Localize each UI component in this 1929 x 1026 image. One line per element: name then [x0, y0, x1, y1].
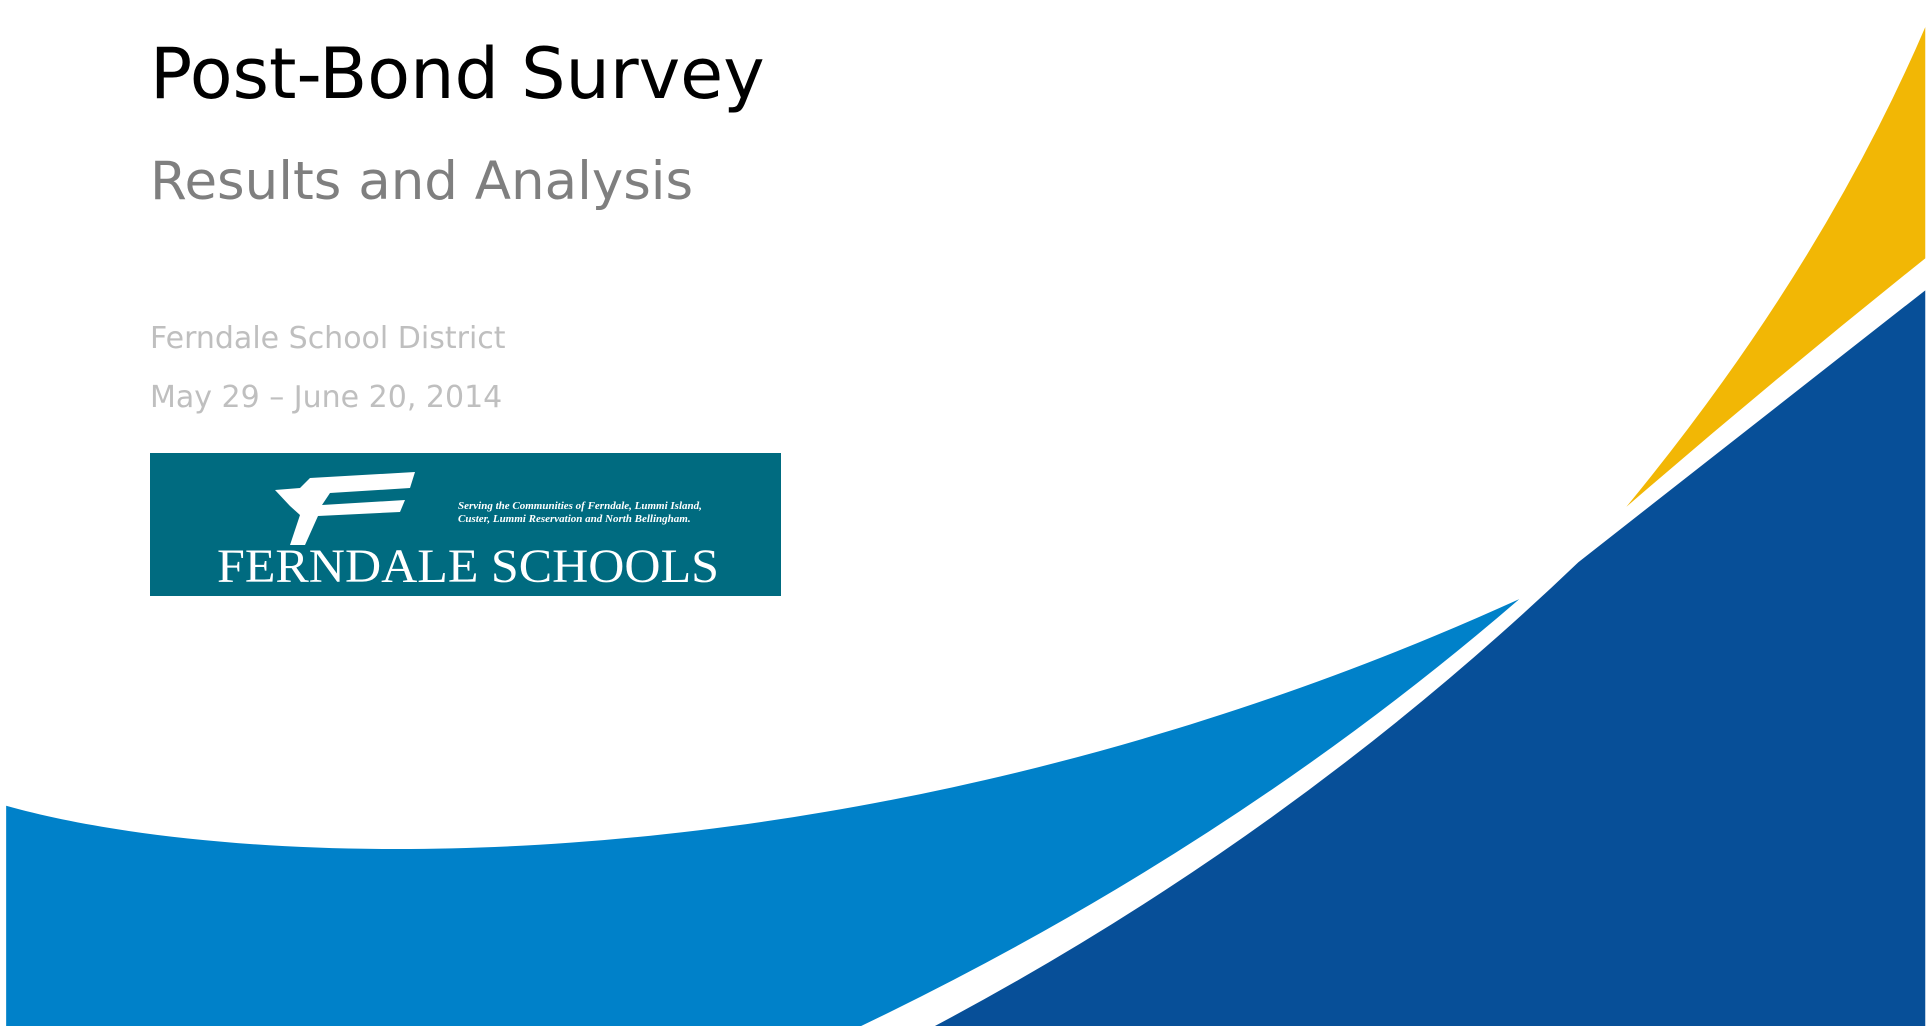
decoration: [6, 27, 1926, 1026]
dates: May 29 – June 20, 2014: [150, 380, 502, 415]
logo-background: [150, 453, 781, 596]
organization: Ferndale School District: [150, 321, 506, 356]
logo-name: FERNDALE SCHOOLS: [217, 540, 719, 593]
yellow-swoosh: [1626, 27, 1926, 507]
subtitle: Results and Analysis: [150, 151, 693, 212]
dark-blue-swoosh: [934, 290, 1926, 1026]
logo-tagline: Serving the Communities of Ferndale, Lum…: [458, 500, 702, 512]
logo: Serving the Communities of Ferndale, Lum…: [150, 453, 781, 596]
logo-emblem: [275, 472, 415, 545]
logo-tagline: Custer, Lummi Reservation and North Bell…: [458, 513, 691, 525]
title: Post-Bond Survey: [150, 33, 765, 115]
light-blue-swoosh: [6, 599, 1520, 1026]
